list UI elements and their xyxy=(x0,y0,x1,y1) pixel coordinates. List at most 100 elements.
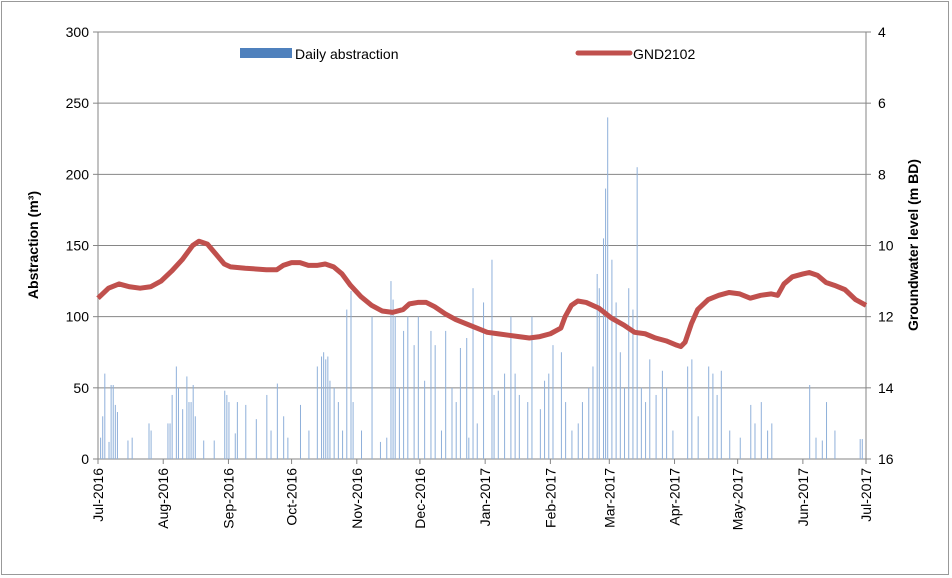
bar xyxy=(497,390,499,459)
bar xyxy=(834,430,836,459)
bar xyxy=(114,404,116,459)
x-tick-label: May-2017 xyxy=(730,468,746,530)
bar xyxy=(468,437,470,459)
bar xyxy=(321,356,323,459)
legend-swatch xyxy=(240,48,292,58)
bar xyxy=(602,238,604,459)
bar xyxy=(283,416,285,459)
x-tick-label: Sep-2016 xyxy=(220,468,236,529)
plot-frame xyxy=(97,31,867,460)
bar xyxy=(649,359,651,459)
bar xyxy=(342,430,344,459)
bar xyxy=(491,259,493,459)
bar xyxy=(518,394,520,459)
bar xyxy=(102,416,104,459)
bar xyxy=(224,390,226,459)
bar xyxy=(234,433,236,459)
bar xyxy=(760,402,762,459)
y2-tick-label: 16 xyxy=(878,451,894,467)
bar xyxy=(708,366,710,459)
bar xyxy=(434,345,436,459)
bar xyxy=(640,387,642,459)
x-tick-label: Jul-2017 xyxy=(858,468,874,522)
bar xyxy=(739,437,741,459)
bar xyxy=(712,373,714,459)
bar xyxy=(398,387,400,459)
bar xyxy=(588,387,590,459)
bar xyxy=(771,423,773,459)
bar xyxy=(451,387,453,459)
bar xyxy=(527,402,529,459)
bar xyxy=(333,387,335,459)
bar xyxy=(255,419,257,459)
bar xyxy=(624,387,626,459)
y2-axis-label: Groundwater level (m BD) xyxy=(905,159,921,331)
y-tick-label: 150 xyxy=(66,238,90,254)
bar xyxy=(182,409,184,459)
bar xyxy=(226,394,228,459)
bar xyxy=(455,402,457,459)
bar xyxy=(636,167,638,459)
bar xyxy=(607,117,609,460)
bar xyxy=(390,281,392,459)
bar xyxy=(552,345,554,459)
x-tick-label: Aug-2016 xyxy=(155,468,171,529)
bar xyxy=(337,402,339,459)
x-tick-label: Mar-2017 xyxy=(601,468,617,528)
bar xyxy=(720,370,722,459)
bar xyxy=(571,430,573,459)
bar xyxy=(148,423,150,459)
y-tick-label: 0 xyxy=(81,451,89,467)
bar xyxy=(611,259,613,459)
bar xyxy=(407,316,409,459)
bar xyxy=(815,437,817,459)
bar xyxy=(628,288,630,459)
bar xyxy=(754,423,756,459)
bar xyxy=(325,359,327,459)
bar xyxy=(514,373,516,459)
bar xyxy=(213,440,215,459)
y-tick-label: 50 xyxy=(73,380,89,396)
bar xyxy=(100,437,102,459)
bar xyxy=(821,440,823,459)
y-tick-label: 200 xyxy=(66,166,90,182)
x-tick-label: Jan-2017 xyxy=(477,468,493,527)
bar xyxy=(150,430,152,459)
y2-tick-label: 8 xyxy=(878,166,886,182)
y2-tick-label: 4 xyxy=(878,24,886,40)
bar xyxy=(531,316,533,459)
bar xyxy=(596,273,598,459)
bar xyxy=(565,402,567,459)
bar xyxy=(188,402,190,459)
bar xyxy=(504,373,506,459)
bar xyxy=(131,437,133,459)
bar xyxy=(287,437,289,459)
bar xyxy=(190,402,192,459)
bar xyxy=(327,356,329,459)
bar xyxy=(476,423,478,459)
y-tick-label: 300 xyxy=(66,24,90,40)
bar xyxy=(472,288,474,459)
bar xyxy=(615,302,617,459)
x-tick-label: Apr-2017 xyxy=(667,468,683,526)
bar xyxy=(445,330,447,459)
bar xyxy=(560,352,562,459)
bar xyxy=(605,188,607,460)
bar xyxy=(236,402,238,459)
bar xyxy=(371,316,373,459)
bar xyxy=(266,394,268,459)
bar xyxy=(672,430,674,459)
bar xyxy=(394,316,396,459)
bar xyxy=(112,384,114,459)
bar xyxy=(386,437,388,459)
bar xyxy=(809,384,811,459)
x-tick-label: Jul-2016 xyxy=(90,468,106,522)
bar xyxy=(169,423,171,459)
bar xyxy=(175,366,177,459)
bar xyxy=(104,373,106,459)
bar xyxy=(403,330,405,459)
legend-label: GND2102 xyxy=(633,46,695,62)
bar xyxy=(687,366,689,459)
